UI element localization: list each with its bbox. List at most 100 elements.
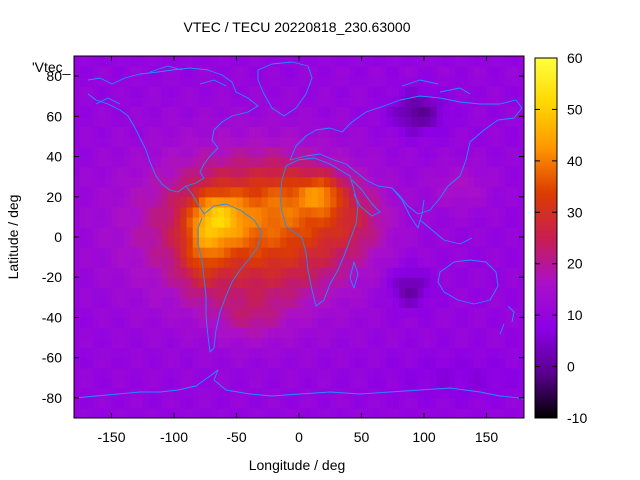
heatmap-cell bbox=[86, 106, 94, 117]
heatmap-cell bbox=[392, 407, 400, 418]
heatmap-cell bbox=[236, 76, 244, 87]
heatmap-cell bbox=[442, 327, 450, 339]
heatmap-cell bbox=[292, 317, 300, 329]
heatmap-cell bbox=[74, 196, 81, 208]
heatmap-cell bbox=[205, 216, 213, 228]
heatmap-cell bbox=[236, 287, 244, 298]
heatmap-cell bbox=[74, 377, 81, 389]
heatmap-cell bbox=[292, 347, 300, 359]
heatmap-cell bbox=[511, 86, 519, 97]
heatmap-cell bbox=[511, 297, 519, 308]
heatmap-cell bbox=[292, 96, 300, 107]
heatmap-cell bbox=[130, 277, 138, 288]
heatmap-cell bbox=[149, 196, 156, 208]
heatmap-cell bbox=[424, 186, 431, 198]
heatmap-cell bbox=[361, 317, 369, 329]
heatmap-cell bbox=[167, 216, 175, 228]
heatmap-cell bbox=[330, 66, 338, 77]
heatmap-cell bbox=[405, 56, 413, 67]
heatmap-cell bbox=[224, 56, 231, 67]
heatmap-cell bbox=[411, 247, 419, 258]
heatmap-cell bbox=[292, 56, 300, 67]
heatmap-cell bbox=[142, 257, 150, 268]
heatmap-cell bbox=[355, 337, 363, 349]
heatmap-cell bbox=[267, 237, 275, 248]
heatmap-cell bbox=[336, 196, 344, 208]
heatmap-cell bbox=[180, 337, 188, 349]
heatmap-cell bbox=[249, 277, 256, 288]
heatmap-cell bbox=[399, 287, 406, 298]
heatmap-cell bbox=[411, 126, 419, 138]
heatmap-cell bbox=[430, 237, 438, 248]
heatmap-cell bbox=[74, 86, 81, 97]
heatmap-cell bbox=[111, 156, 119, 168]
heatmap-cell bbox=[517, 76, 524, 87]
heatmap-cell bbox=[111, 257, 119, 268]
heatmap-cell bbox=[355, 126, 363, 138]
heatmap-cell bbox=[267, 387, 275, 399]
heatmap-cell bbox=[449, 387, 456, 399]
heatmap-cell bbox=[211, 327, 219, 339]
heatmap-cell bbox=[167, 257, 175, 268]
heatmap-cell bbox=[274, 327, 281, 339]
heatmap-cell bbox=[99, 257, 106, 268]
heatmap-cell bbox=[236, 116, 244, 127]
heatmap-cell bbox=[342, 146, 350, 158]
heatmap-cell bbox=[430, 407, 438, 418]
y-tick-label: 80 bbox=[46, 68, 62, 84]
heatmap-cell bbox=[449, 146, 456, 158]
heatmap-cell bbox=[467, 196, 475, 208]
heatmap-cell bbox=[361, 337, 369, 349]
heatmap-cell bbox=[186, 317, 194, 329]
heatmap-cell bbox=[105, 216, 113, 228]
heatmap-cell bbox=[480, 86, 488, 97]
heatmap-cell bbox=[311, 377, 319, 389]
heatmap-cell bbox=[474, 287, 481, 298]
heatmap-cell bbox=[442, 277, 450, 288]
heatmap-cell bbox=[192, 96, 200, 107]
heatmap-cell bbox=[380, 257, 388, 268]
heatmap-cell bbox=[442, 307, 450, 319]
heatmap-cell bbox=[255, 196, 263, 208]
heatmap-cell bbox=[442, 196, 450, 208]
heatmap-cell bbox=[186, 156, 194, 168]
heatmap-cell bbox=[399, 397, 406, 409]
heatmap-cell bbox=[217, 367, 225, 379]
heatmap-cell bbox=[130, 66, 138, 77]
heatmap-cell bbox=[436, 66, 444, 77]
heatmap-cell bbox=[280, 407, 288, 418]
heatmap-cell bbox=[136, 146, 144, 158]
heatmap-cell bbox=[292, 146, 300, 158]
heatmap-cell bbox=[342, 267, 350, 278]
heatmap-cell bbox=[467, 136, 475, 148]
x-tick-label: -50 bbox=[226, 429, 246, 445]
heatmap-cell bbox=[299, 407, 306, 418]
heatmap-cell bbox=[217, 237, 225, 248]
heatmap-cell bbox=[80, 76, 88, 87]
heatmap-cell bbox=[299, 176, 306, 188]
heatmap-cell bbox=[236, 56, 244, 67]
heatmap-cell bbox=[242, 156, 250, 168]
heatmap-cell bbox=[136, 66, 144, 77]
heatmap-cell bbox=[117, 196, 125, 208]
heatmap-cell bbox=[480, 307, 488, 319]
heatmap-cell bbox=[430, 216, 438, 228]
heatmap-cell bbox=[499, 96, 506, 107]
heatmap-cell bbox=[224, 76, 231, 87]
heatmap-cell bbox=[236, 146, 244, 158]
heatmap-cell bbox=[499, 216, 506, 228]
heatmap-cell bbox=[261, 146, 269, 158]
heatmap-cell bbox=[430, 56, 438, 67]
heatmap-cell bbox=[236, 267, 244, 278]
heatmap-cell bbox=[155, 317, 163, 329]
heatmap-cell bbox=[142, 136, 150, 148]
heatmap-cell bbox=[274, 216, 281, 228]
heatmap-cell bbox=[486, 226, 494, 238]
heatmap-cell bbox=[224, 237, 231, 248]
heatmap-cell bbox=[517, 387, 524, 399]
heatmap-cell bbox=[511, 407, 519, 418]
heatmap-cell bbox=[311, 176, 319, 188]
heatmap-cell bbox=[286, 327, 294, 339]
heatmap-cell bbox=[505, 226, 513, 238]
heatmap-cell bbox=[80, 186, 88, 198]
